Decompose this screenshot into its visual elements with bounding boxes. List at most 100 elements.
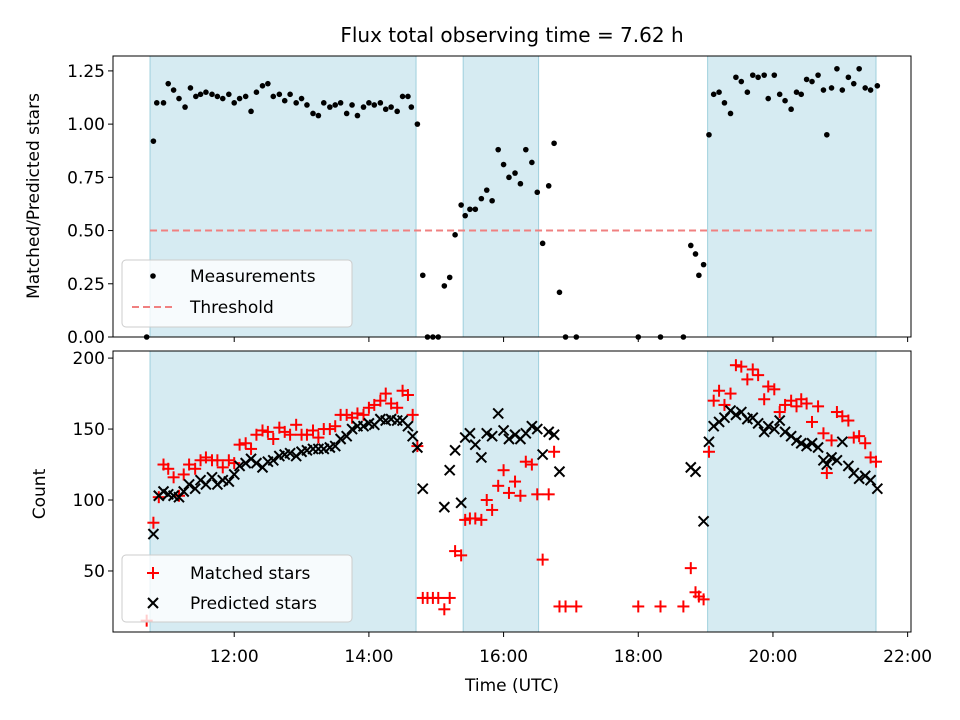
measurement-point xyxy=(452,232,458,238)
measurement-point xyxy=(377,100,384,106)
top-shaded-interval xyxy=(462,55,540,338)
predicted-star-point xyxy=(553,465,566,478)
predicted-x-b xyxy=(162,488,174,501)
predicted-x-b xyxy=(486,430,498,442)
measurement-point xyxy=(478,195,485,202)
predicted-x-b xyxy=(752,417,764,430)
predicted-x-b xyxy=(183,478,195,491)
measurement-point xyxy=(506,174,512,181)
predicted-x-b xyxy=(329,440,341,452)
measurement-point xyxy=(193,93,199,100)
matched-star-point xyxy=(820,467,833,480)
measurement-point xyxy=(856,65,862,72)
measurement-point xyxy=(815,72,821,78)
measurement-point xyxy=(867,87,874,93)
measurement-point xyxy=(270,93,277,100)
predicted-star-point xyxy=(329,440,341,452)
measurement-point xyxy=(320,100,327,106)
measurement-point xyxy=(287,91,293,98)
measurement-point xyxy=(700,261,707,268)
predicted-x-b xyxy=(526,420,538,432)
matched-star-point xyxy=(677,600,690,613)
measurement-point xyxy=(803,76,810,83)
measurement-point xyxy=(310,110,316,117)
measurement-point xyxy=(721,100,728,106)
predicted-star-point xyxy=(475,451,488,464)
matched-star-point xyxy=(411,440,424,453)
measurement-point xyxy=(231,100,238,106)
legend-matched-label: Matched stars xyxy=(190,564,310,584)
predicted-x-b xyxy=(444,464,456,476)
matched-star-point xyxy=(859,437,872,450)
predicted-star-point xyxy=(357,420,370,432)
measurement-point xyxy=(399,93,406,100)
bottom-y-axis-ticks: 50 100 150 200 xyxy=(73,349,113,582)
matched-star-point xyxy=(233,438,246,451)
predicted-x-b xyxy=(250,457,263,469)
measurement-point xyxy=(551,140,557,147)
predicted-star-point xyxy=(836,436,849,448)
predicted-star-point xyxy=(464,427,476,440)
x-tick-label: 12:00 xyxy=(210,647,259,667)
matched-star-point xyxy=(542,488,555,501)
x-tick-label: 22:00 xyxy=(883,647,932,667)
predicted-x-b xyxy=(790,434,803,447)
measurement-point xyxy=(793,89,800,95)
predicted-star-point xyxy=(536,448,549,461)
measurement-point xyxy=(517,180,524,187)
matched-star-point xyxy=(189,462,202,475)
chart-title: Flux total observing time = 7.62 h xyxy=(340,23,683,47)
measurement-point xyxy=(788,106,794,113)
predicted-x-b xyxy=(836,436,849,448)
matched-star-point xyxy=(351,407,364,420)
measurement-point xyxy=(360,104,367,110)
predicted-star-point xyxy=(871,482,884,495)
matched-star-point xyxy=(245,442,258,455)
measurement-point xyxy=(710,91,717,98)
matched-star-point xyxy=(222,454,235,467)
predicted-x-b xyxy=(735,406,748,418)
top-panel: 0.00 0.25 0.50 0.75 1.00 1.25 Flux total obse… xyxy=(24,23,912,348)
predicted-x-b xyxy=(848,467,860,479)
predicted-star-point xyxy=(206,471,218,484)
predicted-x-b xyxy=(697,515,710,528)
predicted-x-b xyxy=(455,497,467,509)
predicted-x-b xyxy=(821,458,833,471)
matched-star-point xyxy=(702,445,715,458)
measurement-point xyxy=(809,78,815,85)
measurement-point xyxy=(332,102,339,108)
predicted-x-b xyxy=(449,444,461,457)
measurement-point xyxy=(462,212,468,219)
predicted-x-b xyxy=(548,429,560,441)
matched-star-point xyxy=(307,424,320,437)
measurement-point xyxy=(219,95,226,102)
top-shaded-interval xyxy=(707,55,877,338)
matched-star-point xyxy=(438,603,451,616)
measurement-point xyxy=(862,85,869,91)
measurement-point xyxy=(761,72,767,78)
matched-star-point xyxy=(194,454,207,467)
predicted-star-point xyxy=(449,444,461,457)
matched-star-point xyxy=(391,401,404,414)
predicted-x-b xyxy=(233,460,246,472)
measurement-point xyxy=(388,104,394,110)
bottom-legend: Matched stars Predicted stars xyxy=(121,554,353,623)
measurement-point xyxy=(828,85,835,91)
predicted-x-b xyxy=(411,441,424,454)
predicted-star-point xyxy=(497,424,510,437)
measurement-point xyxy=(545,183,552,189)
matched-star-point xyxy=(486,503,499,516)
measurement-point xyxy=(405,93,411,100)
predicted-star-point xyxy=(779,426,791,438)
predicted-star-point xyxy=(795,437,807,449)
measurement-point xyxy=(512,170,518,176)
top-y-axis-ticks: 0.00 0.25 0.50 0.75 1.00 1.25 xyxy=(67,62,113,348)
matched-star-point xyxy=(762,380,775,393)
predicted-x-b xyxy=(542,426,555,438)
predicted-star-point xyxy=(455,497,467,509)
bottom-panel: 50 100 150 200 12:00 14:00 16:00 18:00 20:00 22:… xyxy=(30,349,932,696)
matched-star-point xyxy=(514,489,527,502)
matched-star-point xyxy=(329,420,342,433)
matched-star-point xyxy=(509,475,522,488)
matched-star-point xyxy=(449,545,462,558)
